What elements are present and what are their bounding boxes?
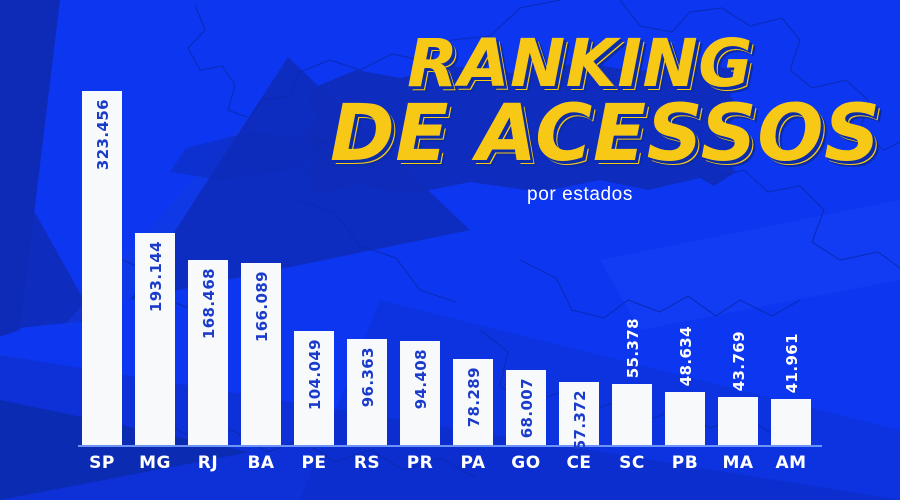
bar-value-label: 57.372 [571, 390, 589, 451]
bar-value-label: 43.769 [730, 330, 748, 391]
bar-category-label: SP [89, 453, 115, 473]
bar-value-label: 68.007 [518, 378, 536, 439]
bar[interactable]: 323.456 [82, 91, 122, 445]
bar-category-label: PA [460, 453, 486, 473]
bar-category-label: SC [619, 453, 645, 473]
bar[interactable]: 104.049 [294, 331, 334, 445]
bar-category-label: PB [671, 453, 699, 473]
chart-baseline [78, 445, 822, 447]
bar[interactable]: 43.769 [718, 331, 758, 445]
bar[interactable]: 78.289 [453, 359, 493, 445]
bar-value-label: 55.378 [624, 317, 642, 378]
bar-category-label: PE [301, 453, 327, 473]
bar-category-label: BA [247, 453, 275, 473]
bar-value-label: 78.289 [465, 367, 483, 428]
bar[interactable]: 166.089 [241, 263, 281, 445]
bar-category-label: MG [139, 453, 171, 473]
bar[interactable]: 48.634 [665, 326, 705, 445]
bar-value-label: 104.049 [306, 339, 324, 411]
bar-category-label: AM [775, 453, 807, 473]
bar-category-label: MA [722, 453, 754, 473]
bar-category-label: GO [511, 453, 541, 473]
bar-category-label: CE [566, 453, 592, 473]
bar-category-label: RS [353, 453, 381, 473]
bar[interactable]: 168.468 [188, 260, 228, 445]
bar[interactable]: 94.408 [400, 341, 440, 445]
bar[interactable]: 68.007 [506, 370, 546, 445]
bar[interactable]: 96.363 [347, 339, 387, 445]
bar-value-label: 96.363 [359, 347, 377, 408]
bar-value-label: 168.468 [200, 268, 218, 340]
bar-value-label: 48.634 [677, 325, 695, 386]
bar-category-label: PR [406, 453, 434, 473]
bar-category-label: RJ [197, 453, 219, 473]
bar[interactable]: 55.378 [612, 318, 652, 445]
bar-value-label: 166.089 [253, 271, 271, 343]
bar-value-label: 193.144 [147, 241, 165, 313]
bar-value-label: 94.408 [412, 349, 430, 410]
bar[interactable]: 41.961 [771, 333, 811, 445]
bar-value-label: 41.961 [783, 332, 801, 393]
bar-value-label: 323.456 [94, 99, 112, 171]
bar[interactable]: 193.144 [135, 233, 175, 445]
bar[interactable]: 57.372 [559, 382, 599, 450]
